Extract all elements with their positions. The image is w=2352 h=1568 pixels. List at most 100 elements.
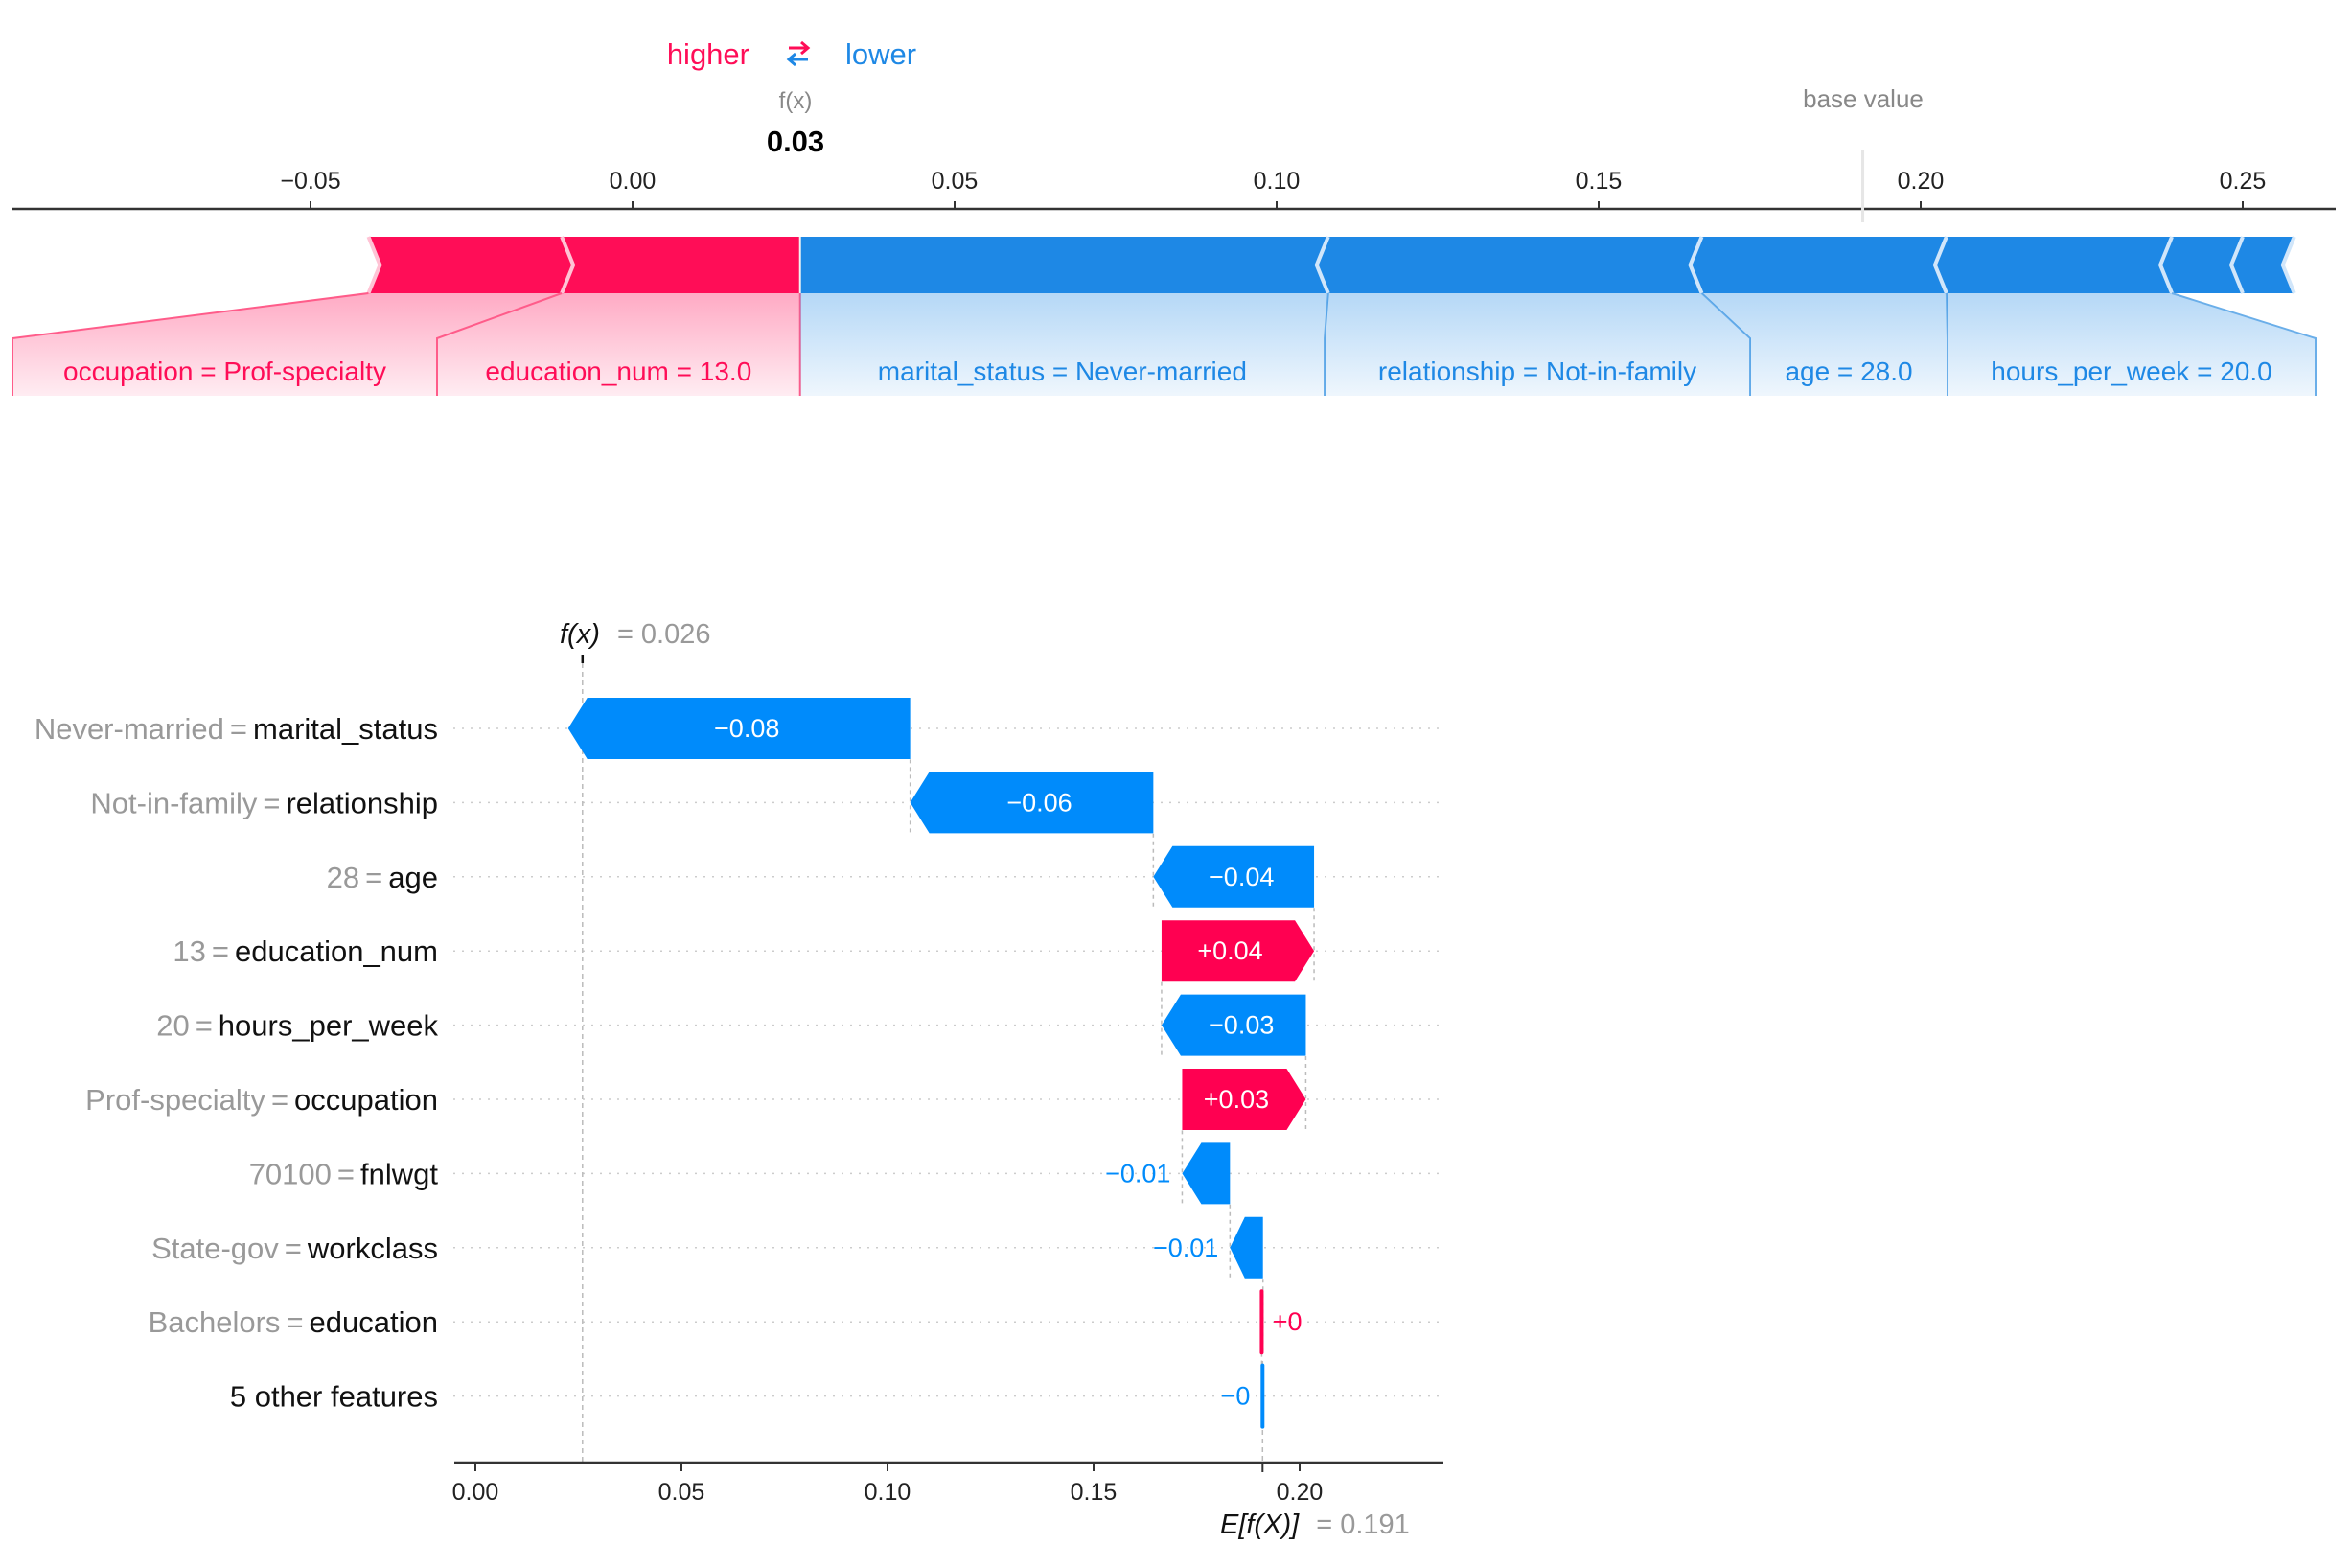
waterfall-row-label: State-gov = workclass: [151, 1232, 438, 1265]
feature-value: Prof-specialty: [85, 1083, 265, 1117]
waterfall-row-label: Prof-specialty = occupation: [85, 1083, 438, 1117]
feature-value: State-gov: [151, 1232, 279, 1265]
waterfall-x-axis: 0.00 0.05 0.10 0.15 0.20: [452, 1461, 1443, 1506]
force-segment-negative: [799, 237, 1328, 293]
feature-value: Bachelors: [149, 1305, 281, 1339]
waterfall-tick-label: 0.05: [658, 1479, 705, 1506]
waterfall-bar: [1161, 994, 1306, 1056]
waterfall-row-label: Bachelors = education: [149, 1305, 438, 1339]
waterfall-bar-label: −0.04: [1209, 863, 1274, 891]
waterfall-bar: [1182, 1142, 1231, 1205]
force-segment-separator: [1314, 236, 1330, 294]
swap-arrows-icon: [786, 40, 811, 67]
force-tick-label: 0.05: [932, 168, 979, 195]
force-segment-separator: [2280, 236, 2296, 294]
feature-name: occupation: [294, 1083, 438, 1117]
force-segment-separator: [2228, 236, 2245, 294]
feature-name: education: [310, 1305, 438, 1339]
waterfall-row-label: 13 = education_num: [173, 934, 438, 968]
force-segment-negative: [2231, 237, 2294, 293]
force-label-education-num: education_num = 13.0: [485, 357, 751, 386]
force-label-occupation: occupation = Prof-specialty: [63, 357, 386, 386]
feature-name: age: [388, 861, 438, 894]
force-segment-separator: [366, 236, 382, 294]
waterfall-bar: [910, 772, 1154, 834]
waterfall-row-label: Not-in-family = relationship: [90, 786, 438, 819]
force-segment-separator: [2157, 236, 2174, 294]
waterfall-row-label: 28 = age: [327, 861, 438, 894]
force-label-connector: [12, 292, 369, 396]
force-label-fill: [799, 293, 1328, 425]
waterfall-row-label: Never-married = marital_status: [35, 712, 438, 746]
waterfall-bar: [1230, 1216, 1263, 1279]
fx-annotation-label: f(x): [560, 619, 600, 650]
force-tick-label: 0.15: [1576, 168, 1623, 195]
feature-value: Never-married: [35, 712, 224, 746]
equals-sign: =: [230, 712, 247, 746]
force-label-mask: [0, 396, 2352, 434]
feature-value: Not-in-family: [90, 786, 257, 819]
feature-name: education_num: [235, 934, 438, 968]
equals-sign: =: [365, 861, 382, 894]
waterfall-plot: −0.08 −0.06 −0.04 +0.04 −0.03 +0.03 −0.01 −0.01…: [35, 619, 1443, 1540]
feature-value: 13: [173, 934, 205, 968]
force-plot: higher lower f(x) 0.03 base value −0.05 0…: [0, 37, 2352, 434]
waterfall-tick-label: 0.20: [1277, 1479, 1324, 1506]
force-label-connector: [436, 292, 563, 396]
feature-name: 5 other features: [230, 1380, 438, 1414]
legend-lower-label: lower: [845, 37, 916, 71]
equals-sign: =: [271, 1083, 288, 1117]
waterfall-tick-label: 0.10: [865, 1479, 911, 1506]
waterfall-bar-label: −0.08: [714, 714, 779, 743]
force-label-connector: [2171, 292, 2317, 396]
feature-value: 20: [156, 1009, 189, 1043]
force-label-age: age = 28.0: [1785, 357, 1912, 386]
force-labels: occupation = Prof-specialty education_num…: [0, 292, 2352, 434]
force-axis: −0.05 0.00 0.05 0.10 0.15 0.20 0.25: [12, 150, 2336, 222]
waterfall-y-labels: Never-married = marital_status Not-in-famil…: [35, 712, 439, 1414]
fx-annotation-value: = 0.026: [617, 619, 711, 650]
feature-value: 70100: [249, 1157, 332, 1190]
force-label-relationship: relationship = Not-in-family: [1378, 357, 1696, 386]
force-label-fill: [1701, 293, 1948, 425]
waterfall-bar: [1182, 1069, 1306, 1130]
waterfall-bar-label: +0.03: [1204, 1085, 1269, 1114]
force-segment-negative: [1934, 237, 2173, 293]
waterfall-row-label: 20 = hours_per_week: [156, 1009, 438, 1043]
feature-name: workclass: [307, 1232, 438, 1265]
waterfall-row-label: 5 other features: [230, 1380, 438, 1414]
base-annotation-label: E[f(X)]: [1220, 1510, 1300, 1540]
svg-text:f(x) = 0.026: f(x) = 0.026: [560, 619, 711, 650]
waterfall-row-label: 70100 = fnlwgt: [249, 1157, 439, 1190]
force-segment-positive: [562, 237, 800, 293]
force-label-hours-per-week: hours_per_week = 20.0: [1991, 357, 2271, 386]
svg-text:E[f(X)] = 0.191: E[f(X)] = 0.191: [1220, 1510, 1410, 1540]
force-tick-label: −0.05: [280, 168, 340, 195]
waterfall-tick-label: 0.15: [1071, 1479, 1118, 1506]
base-annotation-value: = 0.191: [1316, 1510, 1410, 1540]
fx-value: 0.03: [767, 125, 824, 158]
waterfall-bar-label: −0.01: [1153, 1234, 1218, 1262]
waterfall-bar: [1161, 920, 1315, 982]
waterfall-bar: [1153, 845, 1315, 908]
force-segment-negative: [2160, 237, 2243, 293]
equals-sign: =: [285, 1232, 302, 1265]
force-label-fill: [1325, 293, 1750, 425]
waterfall-bar-label: −0.06: [1006, 788, 1072, 817]
force-segment-separator: [560, 236, 576, 294]
equals-sign: =: [212, 934, 229, 968]
fx-label: f(x): [779, 88, 813, 114]
equals-sign: =: [196, 1009, 213, 1043]
force-segment-positive: [368, 237, 574, 293]
force-segment-negative: [1690, 237, 1947, 293]
feature-name: relationship: [286, 786, 438, 819]
waterfall-bar-label: +0.04: [1197, 936, 1262, 965]
force-tick-label: 0.10: [1254, 168, 1301, 195]
equals-sign: =: [337, 1157, 355, 1190]
waterfall-bar-label: +0: [1273, 1307, 1303, 1336]
force-segment-separator: [1932, 236, 1948, 294]
waterfall-bars: −0.08 −0.06 −0.04 +0.04 −0.03 +0.03 −0.01 −0.01…: [567, 698, 1315, 1429]
waterfall-tick-label: 0.00: [452, 1479, 499, 1506]
force-tick-label: 0.20: [1898, 168, 1945, 195]
